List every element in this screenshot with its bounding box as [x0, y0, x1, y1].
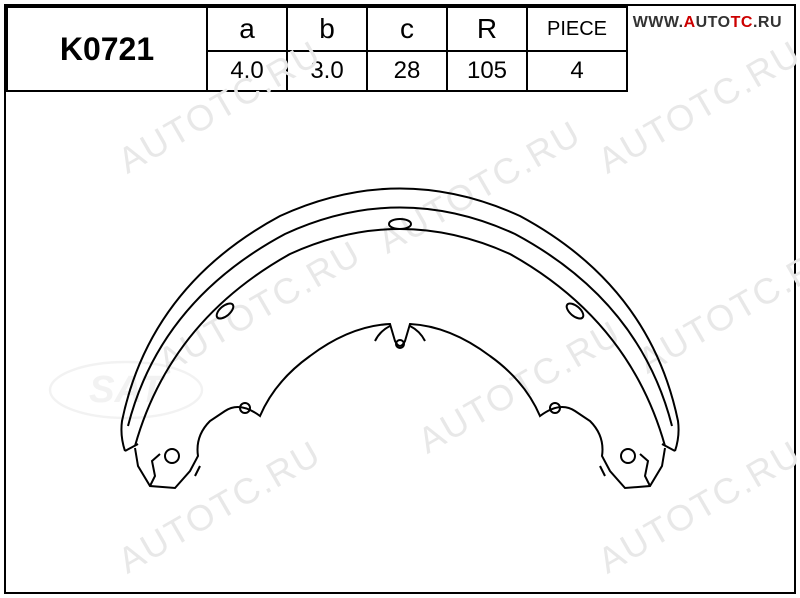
url-suffix: .RU: [753, 14, 782, 31]
header-piece: PIECE: [527, 7, 627, 51]
brake-shoe-drawing: [80, 156, 720, 536]
url-prefix: WWW.: [633, 14, 684, 31]
spec-header-row: K0721 a b c R PIECE: [7, 7, 627, 51]
header-a: a: [207, 7, 287, 51]
url-mid: UTO: [696, 14, 731, 31]
value-b: 3.0: [287, 51, 367, 91]
value-piece: 4: [527, 51, 627, 91]
spec-table: K0721 a b c R PIECE 4.0 3.0 28 105 4: [6, 6, 628, 92]
header-b: b: [287, 7, 367, 51]
header-c: c: [367, 7, 447, 51]
url-highlight2: TC: [731, 14, 753, 31]
header-R: R: [447, 7, 527, 51]
website-url: WWW.AUTOTC.RU: [633, 14, 782, 32]
value-R: 105: [447, 51, 527, 91]
value-a: 4.0: [207, 51, 287, 91]
value-c: 28: [367, 51, 447, 91]
url-highlight1: A: [684, 14, 696, 31]
part-number-cell: K0721: [7, 7, 207, 91]
outer-frame: K0721 a b c R PIECE 4.0 3.0 28 105 4 WWW…: [4, 4, 796, 594]
drawing-area: AUTOTC.RU AUTOTC.RU AUTOTC.RU AUTOTC.RU …: [26, 106, 774, 572]
